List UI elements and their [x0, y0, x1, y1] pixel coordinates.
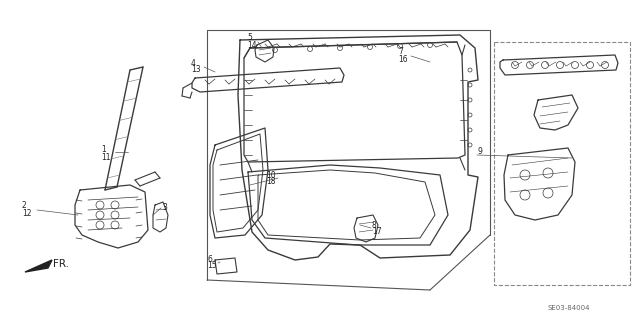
Text: 12: 12 [22, 209, 31, 218]
Text: 18: 18 [266, 177, 275, 187]
Text: 14: 14 [247, 41, 257, 49]
Text: 5: 5 [247, 33, 252, 42]
Text: 15: 15 [207, 262, 216, 271]
Text: 8: 8 [372, 220, 377, 229]
Text: 7: 7 [398, 48, 403, 56]
Text: 2: 2 [22, 202, 27, 211]
Text: 3: 3 [162, 204, 167, 212]
Text: 16: 16 [398, 55, 408, 63]
Text: 10: 10 [266, 170, 276, 180]
Text: FR.: FR. [53, 259, 69, 269]
Text: 9: 9 [478, 147, 483, 157]
Text: SE03-84004: SE03-84004 [548, 305, 591, 311]
Text: 13: 13 [191, 65, 200, 75]
Text: 17: 17 [372, 227, 381, 236]
Text: 1: 1 [101, 145, 106, 154]
Text: 6: 6 [207, 255, 212, 263]
Text: 11: 11 [101, 152, 111, 161]
Polygon shape [25, 260, 52, 272]
Text: 4: 4 [191, 58, 196, 68]
